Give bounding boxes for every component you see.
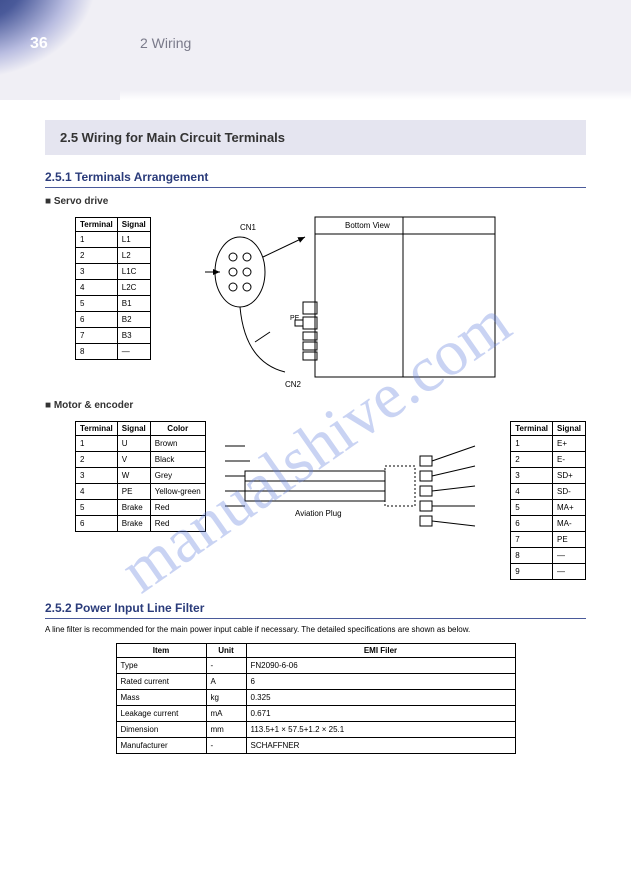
filter-table: ItemUnitEMI Filer Type-FN2090-6-06 Rated… — [116, 643, 516, 754]
subsub-2: ■ Motor & encoder — [45, 400, 586, 411]
section-title: 2.5 Wiring for Main Circuit Terminals — [45, 120, 586, 155]
subsection-1: 2.5.1 Terminals Arrangement — [45, 170, 586, 188]
bottom-view-label: Bottom View — [345, 221, 390, 230]
page-number: 36 — [30, 35, 48, 53]
filter-intro: A line filter is recommended for the mai… — [45, 624, 586, 635]
subsub-1: ■ Servo drive — [45, 196, 586, 207]
subsection-2: 2.5.2 Power Input Line Filter — [45, 601, 586, 619]
cn1-label: CN1 — [240, 223, 257, 232]
chapter-title: 2 Wiring — [140, 35, 191, 51]
motor-encoder-diagram: TerminalSignalColor 1UBrown 2VBlack 3WGr… — [45, 416, 586, 586]
aviation-plug-label: Aviation Plug — [295, 509, 342, 518]
servo-drive-diagram: TerminalSignal 1L1 2L2 3L1C 4L2C 5B1 6B2… — [45, 212, 586, 392]
pe-label: PE — [290, 315, 300, 322]
cn2-label: CN2 — [285, 380, 302, 389]
